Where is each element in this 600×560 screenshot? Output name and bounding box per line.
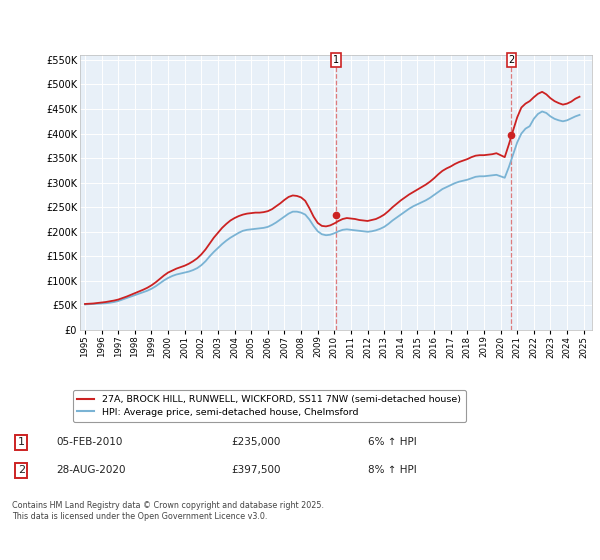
Text: 05-FEB-2010: 05-FEB-2010: [56, 437, 123, 447]
Legend: 27A, BROCK HILL, RUNWELL, WICKFORD, SS11 7NW (semi-detached house), HPI: Average: 27A, BROCK HILL, RUNWELL, WICKFORD, SS11…: [73, 390, 466, 422]
Text: Contains HM Land Registry data © Crown copyright and database right 2025.
This d: Contains HM Land Registry data © Crown c…: [12, 501, 324, 521]
Text: 6% ↑ HPI: 6% ↑ HPI: [368, 437, 417, 447]
Text: 28-AUG-2020: 28-AUG-2020: [56, 465, 126, 475]
Text: 1: 1: [18, 437, 25, 447]
Text: £397,500: £397,500: [232, 465, 281, 475]
Text: 8% ↑ HPI: 8% ↑ HPI: [368, 465, 417, 475]
Text: 1: 1: [333, 55, 339, 65]
Text: £235,000: £235,000: [232, 437, 281, 447]
Text: 2: 2: [18, 465, 25, 475]
Text: 2: 2: [508, 55, 515, 65]
